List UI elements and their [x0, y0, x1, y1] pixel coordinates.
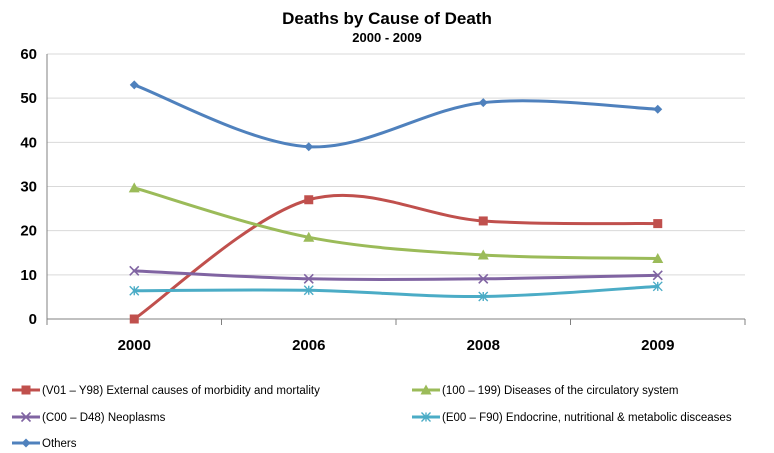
data-point — [129, 265, 140, 276]
data-point — [653, 219, 663, 229]
legend-item: (V01 – Y98) External causes of morbidity… — [12, 385, 320, 397]
data-point — [653, 104, 663, 114]
legend-marker — [21, 385, 31, 395]
legend: (V01 – Y98) External causes of morbidity… — [12, 384, 732, 450]
series-3 — [129, 281, 663, 302]
y-tick-label: 0 — [29, 311, 37, 328]
y-tick-label: 20 — [20, 223, 37, 240]
data-point — [303, 231, 315, 242]
data-point — [303, 285, 314, 296]
data-point — [478, 291, 489, 302]
series-line-0 — [132, 193, 660, 321]
x-tick-label: 2000 — [118, 337, 151, 354]
series-line-3 — [132, 284, 660, 299]
data-point — [477, 249, 489, 260]
chart-subtitle: 2000 - 2009 — [352, 30, 421, 45]
y-tick-label: 60 — [20, 46, 37, 63]
legend-label: (C00 – D48) Neoplasms — [42, 412, 166, 424]
legend-item: Others — [12, 438, 77, 450]
data-point — [478, 98, 488, 108]
legend-marker — [420, 384, 432, 395]
legend-label: (100 – 199) Diseases of the circulatory … — [442, 385, 679, 397]
chart-title: Deaths by Cause of Death — [282, 9, 492, 28]
legend-item: (C00 – D48) Neoplasms — [12, 411, 166, 424]
series-line-2 — [132, 269, 660, 282]
x-tick-label: 2006 — [292, 337, 325, 354]
series-2 — [129, 265, 663, 284]
data-point — [129, 80, 139, 90]
legend-item: (E00 – F90) Endocrine, nutritional & met… — [412, 412, 732, 424]
legend-label: Others — [42, 438, 77, 450]
data-point — [129, 285, 140, 296]
legend-label: (E00 – F90) Endocrine, nutritional & met… — [442, 412, 732, 424]
y-tick-label: 40 — [20, 134, 37, 151]
data-point — [478, 273, 489, 284]
x-tick-label: 2008 — [467, 337, 500, 354]
series-0 — [129, 193, 663, 324]
legend-label: (V01 – Y98) External causes of morbidity… — [42, 385, 320, 397]
data-point — [478, 216, 488, 226]
legend-marker — [21, 438, 31, 448]
legend-marker — [20, 411, 32, 423]
data-point — [129, 314, 139, 324]
data-point — [128, 182, 140, 193]
y-tick-label: 50 — [20, 90, 37, 107]
data-point — [303, 273, 314, 284]
data-point — [652, 281, 663, 292]
legend-item: (100 – 199) Diseases of the circulatory … — [412, 384, 679, 397]
plot-area: 0 10 20 30 40 50 60 2000 2006 2008 2009 — [20, 46, 746, 354]
x-tick-label: 2009 — [641, 337, 674, 354]
data-point — [304, 142, 314, 152]
series-line-4 — [132, 83, 660, 149]
y-tick-label: 30 — [20, 179, 37, 196]
data-point — [652, 252, 664, 263]
series-1 — [128, 182, 664, 263]
data-point — [652, 270, 663, 281]
y-tick-label: 10 — [20, 267, 37, 284]
series-line-1 — [132, 186, 660, 260]
data-point — [304, 195, 314, 205]
series-4 — [129, 80, 663, 152]
legend-marker — [421, 412, 431, 422]
